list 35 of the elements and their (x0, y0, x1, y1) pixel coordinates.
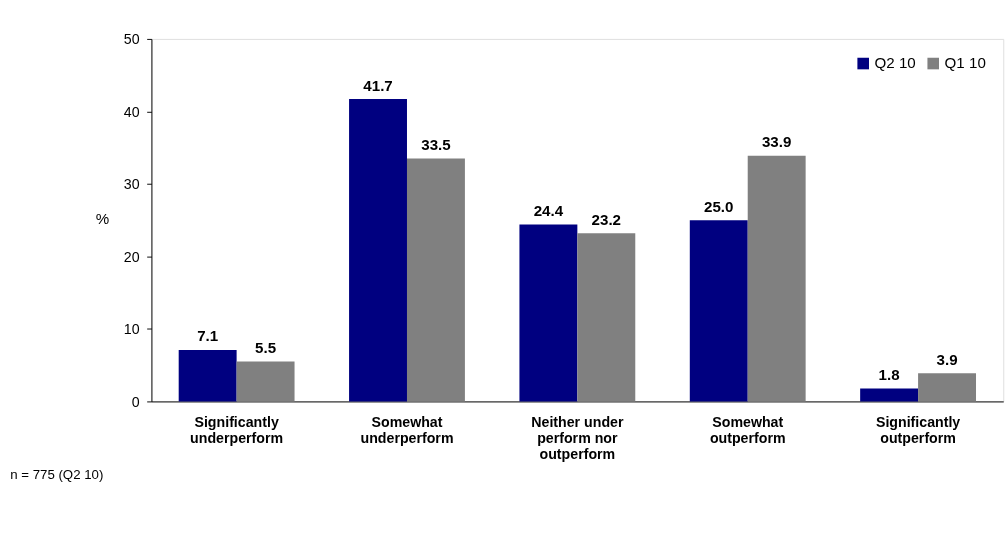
x-tick-label: Somewhat outperform (709, 413, 786, 446)
bar (577, 233, 636, 402)
data-label: 23.2 (591, 210, 622, 228)
data-label: 5.5 (255, 339, 277, 357)
y-tick-label: 20 (123, 248, 140, 265)
bar (747, 155, 806, 402)
bar (349, 99, 407, 402)
data-label: 33.9 (761, 133, 792, 151)
bar (689, 220, 748, 402)
y-tick-label: 50 (123, 31, 140, 48)
y-tick-label: 30 (123, 176, 140, 193)
legend-label: Q2 10 (874, 54, 916, 72)
x-tick-label: Significantly outperform (875, 413, 961, 446)
y-tick-label: 0 (131, 393, 140, 410)
data-label: 7.1 (197, 327, 219, 345)
bar (406, 158, 465, 402)
data-label: 1.8 (878, 365, 900, 383)
data-label: 25.0 (704, 197, 734, 215)
bar (918, 373, 977, 402)
data-label: 3.9 (936, 350, 958, 368)
bar (178, 349, 237, 402)
legend-label: Q1 10 (944, 54, 986, 72)
bar (860, 388, 919, 402)
x-tick-label: Significantly underperform (190, 413, 284, 446)
y-axis-title: % (95, 209, 110, 227)
bar (519, 224, 578, 402)
x-tick-label: Neither under perform nor outperform (531, 413, 624, 462)
x-tick-label: Somewhat underperform (360, 413, 454, 446)
data-label: 33.5 (421, 136, 451, 154)
y-tick-label: 10 (123, 321, 140, 338)
data-label: 24.4 (533, 202, 564, 220)
data-label: 41.7 (363, 76, 393, 94)
y-tick-label: 40 (123, 103, 140, 120)
bar (236, 361, 295, 402)
text: n = 775 (Q2 10) (10, 467, 104, 483)
